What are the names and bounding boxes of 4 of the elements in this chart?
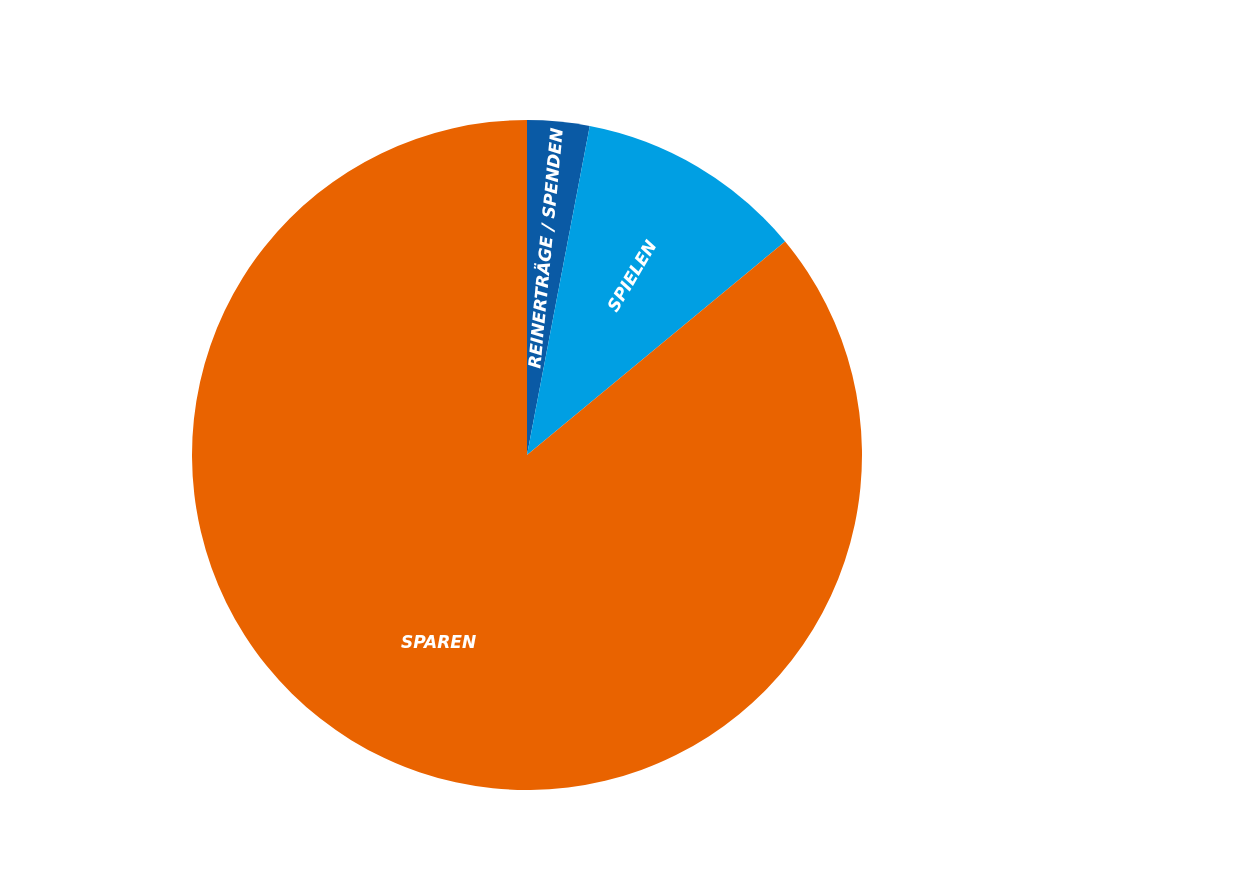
pie-slice bbox=[192, 120, 862, 790]
pie-slice bbox=[527, 125, 786, 455]
slice-label: REINERTRÄGE / SPENDEN bbox=[523, 127, 567, 370]
slice-label: SPAREN bbox=[400, 631, 477, 652]
